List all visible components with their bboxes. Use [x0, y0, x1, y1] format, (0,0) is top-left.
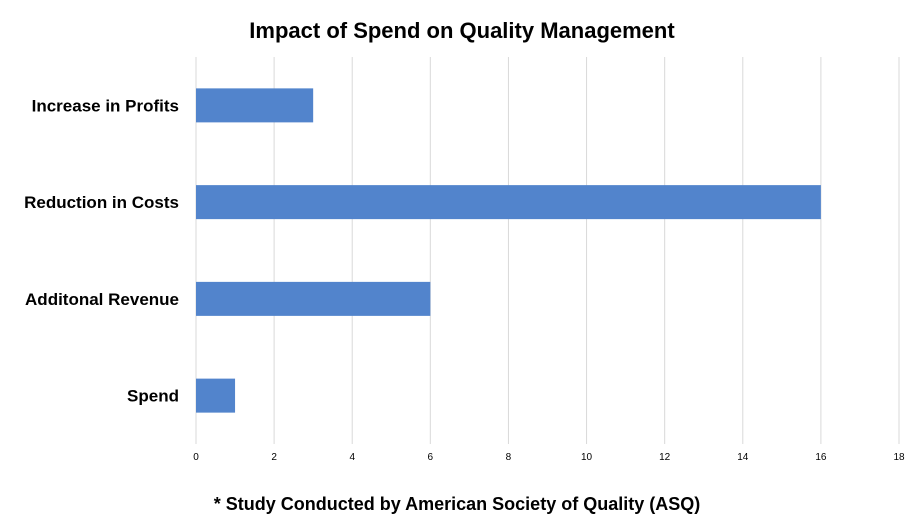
bar-increase-in-profits — [196, 88, 314, 123]
x-tick-label: 16 — [815, 452, 827, 463]
bars — [196, 88, 821, 413]
x-tick-label: 0 — [193, 452, 199, 463]
x-tick-label: 14 — [737, 452, 749, 463]
category-labels: Increase in Profits Reduction in Costs Add… — [24, 96, 179, 405]
x-tick-label: 6 — [428, 452, 434, 463]
x-tick-label: 12 — [659, 452, 671, 463]
category-label: Reduction in Costs — [24, 193, 179, 212]
x-tick-label: 4 — [349, 452, 355, 463]
bar-additonal-revenue — [196, 281, 431, 316]
bar-reduction-in-costs — [196, 185, 821, 220]
category-label: Additonal Revenue — [25, 290, 179, 309]
x-tick-label: 18 — [893, 452, 905, 463]
category-label: Increase in Profits — [32, 96, 179, 115]
x-axis-tick-labels: 0 2 4 6 8 10 12 14 16 18 — [193, 452, 905, 463]
category-label: Spend — [127, 387, 179, 406]
x-tick-label: 10 — [581, 452, 593, 463]
bar-spend — [196, 378, 236, 413]
chart-title: Impact of Spend on Quality Management — [249, 18, 675, 43]
x-tick-label: 8 — [506, 452, 512, 463]
x-tick-label: 2 — [271, 452, 277, 463]
chart-footnote: * Study Conducted by American Society of… — [214, 494, 700, 514]
